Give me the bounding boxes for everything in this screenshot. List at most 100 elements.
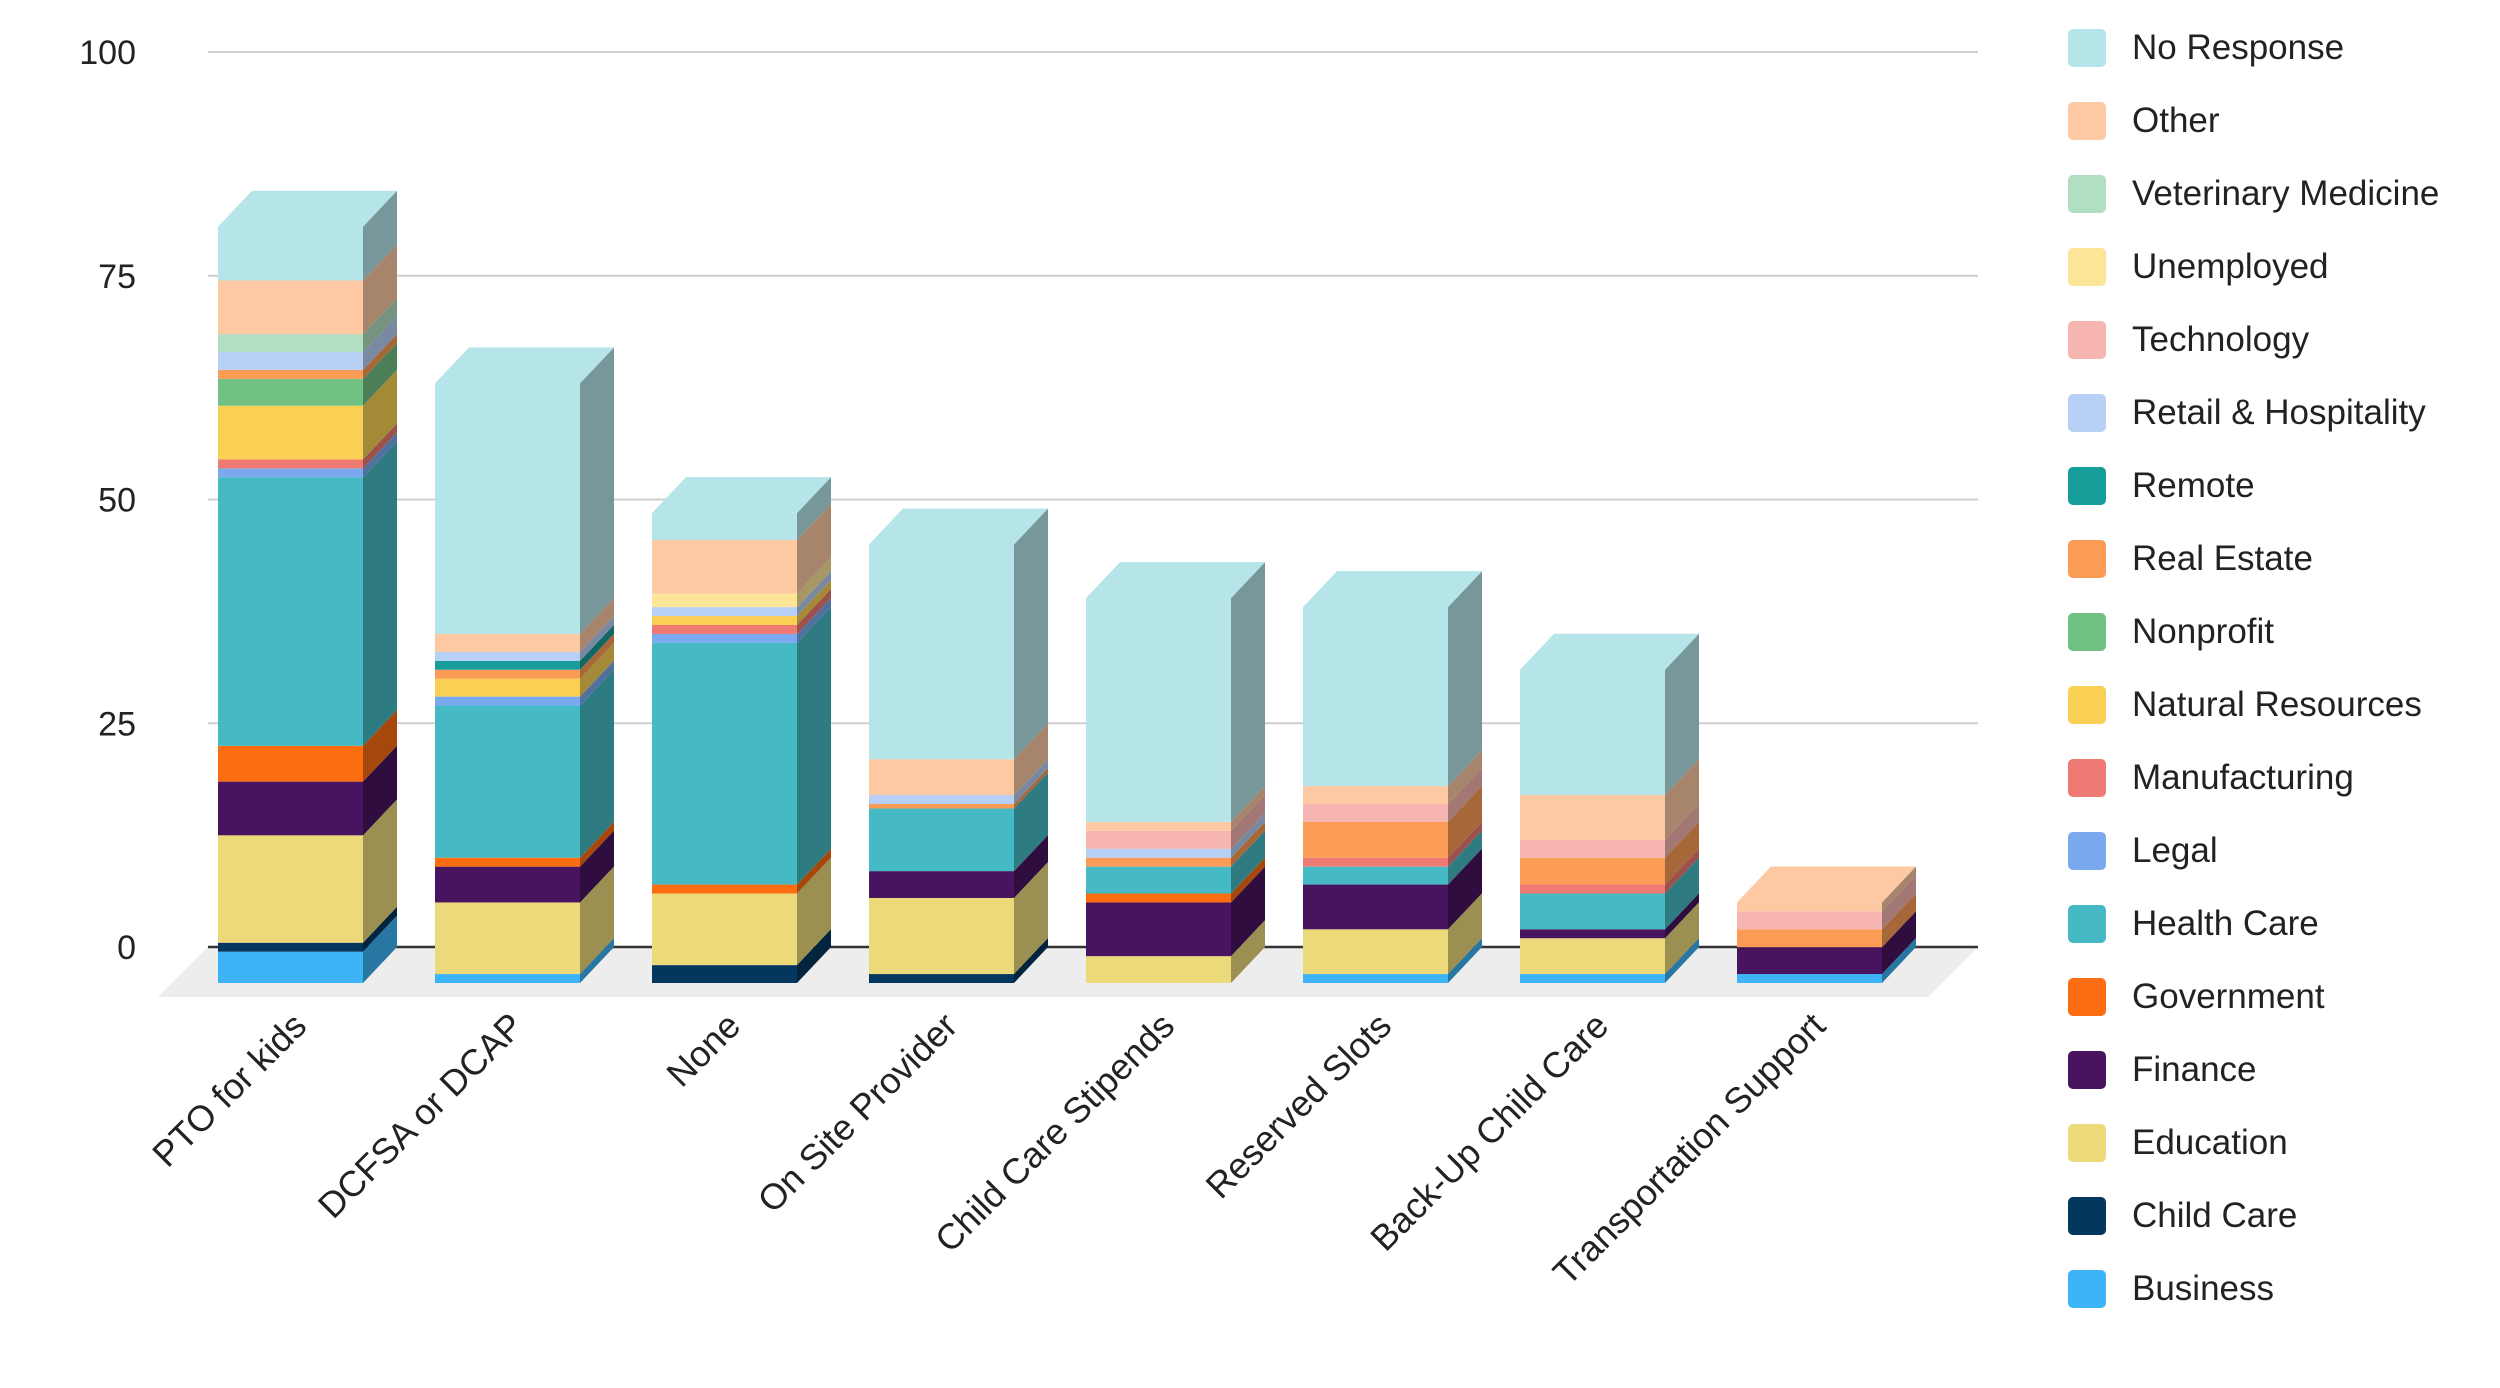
bar-segment-education <box>218 835 363 943</box>
bar-segment-other-side <box>1448 750 1482 804</box>
legend-swatch <box>2068 540 2106 578</box>
bar-segment-other-side <box>1882 866 1916 912</box>
bar-segment-no-response <box>1086 598 1231 822</box>
bar-segment-real-estate-side <box>1665 821 1699 885</box>
x-tick-label: Reserved Slots <box>1198 1005 1400 1207</box>
bar-segment-no-response <box>1520 669 1665 796</box>
bar-segment-business-side <box>1448 938 1482 983</box>
bar-segment-finance-side <box>1665 893 1699 939</box>
bar-segment-unemployed-side <box>797 557 831 608</box>
bar-segment-finance-side <box>1882 911 1916 975</box>
bar-segment-education <box>1520 938 1665 975</box>
legend-label: Unemployed <box>2132 247 2329 286</box>
bar-segment-technology-side <box>1665 803 1699 858</box>
bar-segment-real-estate-side <box>363 333 397 379</box>
legend-item-government: Government <box>2068 977 2325 1017</box>
bar-segment-retail-hospitality-side <box>797 571 831 617</box>
bar-segment-retail-hospitality <box>435 651 580 661</box>
bar-segment-education <box>652 893 797 966</box>
bar-top <box>652 477 831 514</box>
y-tick-label: 50 <box>98 482 136 520</box>
bar-segment-education-side <box>580 866 614 975</box>
bar-segment-education <box>1086 956 1231 983</box>
bar-segment-finance-side <box>1231 866 1265 957</box>
bar-segment-nonprofit <box>218 378 363 406</box>
legend-item-child-care: Child Care <box>2068 1196 2297 1236</box>
legend-swatch <box>2068 905 2106 943</box>
legend-label: Education <box>2132 1123 2288 1162</box>
bar-segment-child-care <box>652 965 797 983</box>
bar-segment-business-side <box>580 938 614 983</box>
bar-segment-manufacturing-side <box>363 423 397 469</box>
legend-swatch <box>2068 248 2106 286</box>
legend-swatch <box>2068 686 2106 724</box>
bar-segment-real-estate <box>435 669 580 679</box>
legend-label: Veterinary Medicine <box>2132 174 2440 213</box>
bar-segment-health-care-side <box>1231 830 1265 894</box>
bar-segment-health-care <box>1520 893 1665 930</box>
bar-segment-manufacturing <box>1303 857 1448 867</box>
legend-item-legal: Legal <box>2068 831 2218 871</box>
legend-swatch <box>2068 1197 2106 1235</box>
bar-segment-manufacturing-side <box>1665 848 1699 894</box>
bar-segment-nonprofit-side <box>363 342 397 406</box>
legend-item-health-care: Health Care <box>2068 904 2319 944</box>
legend-label: Health Care <box>2132 904 2319 943</box>
bar-segment-government-side <box>1231 857 1265 903</box>
bar-segment-health-care <box>435 705 580 858</box>
bar-segment-no-response-side <box>1014 508 1048 760</box>
bar-segment-unemployed <box>652 593 797 608</box>
bar-top <box>1737 866 1916 903</box>
bar-segment-other-side <box>1231 785 1265 831</box>
bar-segment-no-response-side <box>1231 562 1265 822</box>
bar-segment-government-side <box>580 821 614 867</box>
y-tick-label: 25 <box>98 705 136 743</box>
bar-segment-manufacturing-side <box>1448 821 1482 867</box>
bar-segment-other <box>869 759 1014 796</box>
bar-segment-real-estate-side <box>580 633 614 679</box>
legend-item-no-response: No Response <box>2068 28 2344 68</box>
legend-item-nonprofit: Nonprofit <box>2068 612 2274 652</box>
bar-top <box>1303 571 1482 608</box>
legend-label: Nonprofit <box>2132 612 2275 651</box>
x-tick-label: Child Care Stipends <box>927 1005 1182 1260</box>
bar-segment-business <box>218 951 363 983</box>
bar-segment-retail-hospitality <box>1086 848 1231 858</box>
bar-segment-remote <box>435 660 580 670</box>
legend-swatch <box>2068 832 2106 870</box>
bar-segment-other <box>1737 902 1882 912</box>
bar-segment-natural-resources-side <box>580 642 614 697</box>
legend-label: Business <box>2132 1269 2275 1308</box>
x-tick-label: Back-Up Child Care <box>1362 1005 1616 1259</box>
bar-segment-business <box>435 974 580 983</box>
legend-item-real-estate: Real Estate <box>2068 539 2313 579</box>
bar-segment-real-estate <box>1303 821 1448 858</box>
bar-segment-real-estate-side <box>1014 768 1048 809</box>
bar-segment-business-side <box>1665 938 1699 983</box>
bar-segment-no-response <box>652 513 797 540</box>
legend-label: Finance <box>2132 1050 2257 1089</box>
bar-segment-health-care-side <box>1014 772 1048 872</box>
bar-segment-government <box>1086 893 1231 903</box>
bar-segment-finance-side <box>1014 835 1048 898</box>
bar-segment-technology <box>1520 839 1665 858</box>
legend-label: Retail & Hospitality <box>2132 393 2426 432</box>
bar-segment-government-side <box>797 848 831 894</box>
bar-segment-education-side <box>363 799 397 943</box>
bar-segment-no-response <box>435 383 580 634</box>
bar-segment-real-estate-side <box>1231 821 1265 867</box>
bar-top <box>435 347 614 384</box>
bar-segment-education-side <box>1231 920 1265 983</box>
bar-segment-retail-hospitality-side <box>580 615 614 661</box>
bar-segment-government <box>218 745 363 782</box>
bar-segment-manufacturing-side <box>797 589 831 634</box>
bar-segment-other-side <box>363 244 397 335</box>
bar-segment-technology-side <box>1448 768 1482 822</box>
bar-segment-retail-hospitality-side <box>363 316 397 370</box>
legend-item-business: Business <box>2068 1269 2274 1309</box>
bar-segment-child-care-side <box>1014 938 1048 983</box>
legend-swatch <box>2068 29 2106 67</box>
chart-floor <box>158 947 1978 997</box>
legend-item-education: Education <box>2068 1123 2288 1163</box>
